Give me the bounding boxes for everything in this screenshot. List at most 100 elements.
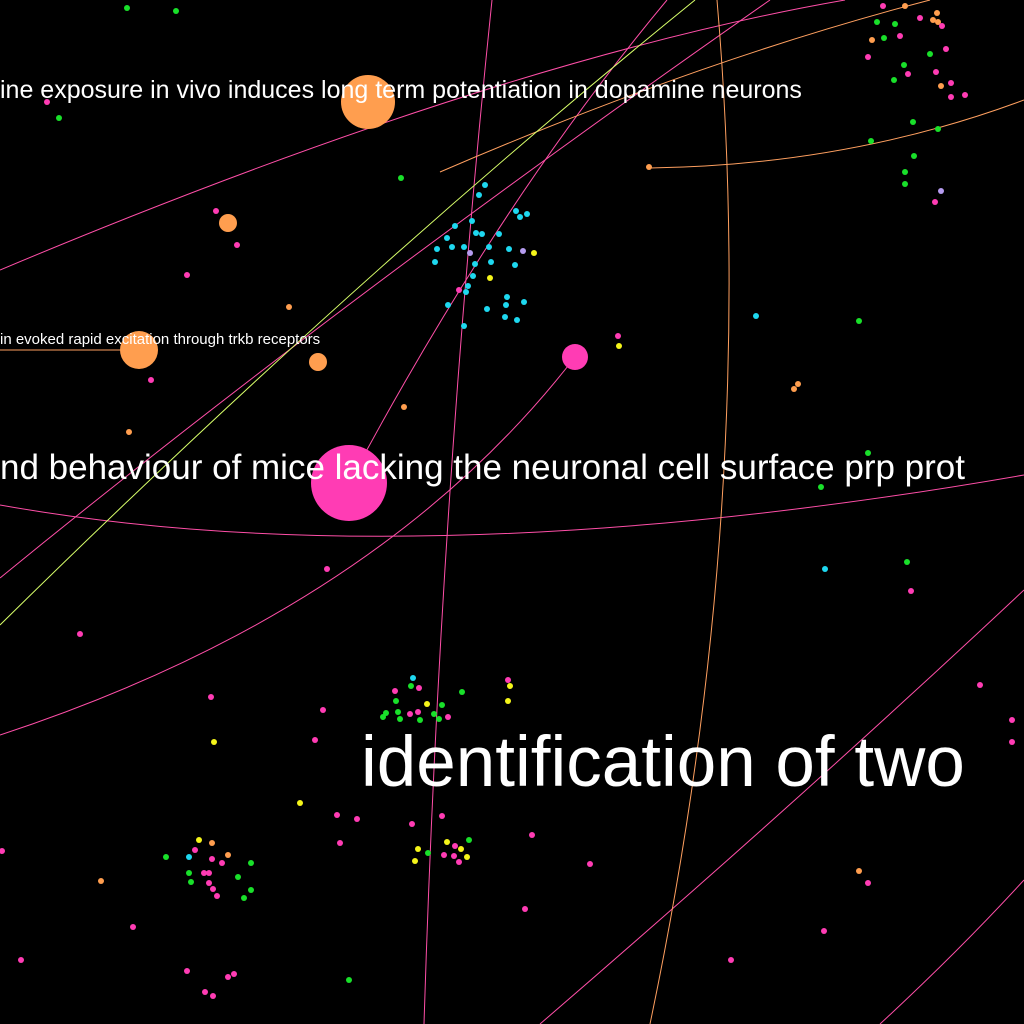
graph-node[interactable] — [44, 99, 50, 105]
graph-node[interactable] — [465, 283, 471, 289]
graph-node[interactable] — [432, 259, 438, 265]
graph-node[interactable] — [395, 709, 401, 715]
graph-node[interactable] — [210, 886, 216, 892]
graph-node[interactable] — [856, 868, 862, 874]
graph-node[interactable] — [444, 235, 450, 241]
graph-node[interactable] — [126, 429, 132, 435]
graph-node[interactable] — [512, 262, 518, 268]
graph-node[interactable] — [487, 275, 493, 281]
graph-node[interactable] — [977, 682, 983, 688]
graph-node[interactable] — [463, 289, 469, 295]
graph-node[interactable] — [908, 588, 914, 594]
graph-node[interactable] — [938, 188, 944, 194]
graph-node[interactable] — [234, 242, 240, 248]
graph-node[interactable] — [18, 957, 24, 963]
graph-node[interactable] — [444, 839, 450, 845]
graph-node[interactable] — [445, 714, 451, 720]
graph-node[interactable] — [902, 169, 908, 175]
node-label[interactable]: identification of two — [361, 723, 965, 802]
graph-node[interactable] — [1009, 717, 1015, 723]
graph-node[interactable] — [881, 35, 887, 41]
graph-node[interactable] — [902, 3, 908, 9]
graph-node[interactable] — [488, 259, 494, 265]
graph-node[interactable] — [206, 880, 212, 886]
graph-node[interactable] — [616, 343, 622, 349]
graph-node[interactable] — [210, 993, 216, 999]
graph-node[interactable] — [822, 566, 828, 572]
graph-node[interactable] — [461, 323, 467, 329]
graph-node[interactable] — [412, 858, 418, 864]
graph-node[interactable] — [219, 860, 225, 866]
graph-node[interactable] — [869, 37, 875, 43]
graph-node[interactable] — [297, 800, 303, 806]
graph-node[interactable] — [409, 821, 415, 827]
graph-node[interactable] — [401, 404, 407, 410]
graph-node[interactable] — [504, 294, 510, 300]
graph-node[interactable] — [753, 313, 759, 319]
graph-node[interactable] — [424, 701, 430, 707]
graph-node[interactable] — [476, 192, 482, 198]
graph-node[interactable] — [911, 153, 917, 159]
graph-node[interactable] — [892, 21, 898, 27]
graph-node[interactable] — [225, 852, 231, 858]
graph-node[interactable] — [312, 737, 318, 743]
graph-node[interactable] — [415, 846, 421, 852]
graph-node[interactable] — [496, 231, 502, 237]
graph-node[interactable] — [397, 716, 403, 722]
graph-node[interactable] — [209, 856, 215, 862]
hub-node[interactable] — [562, 344, 588, 370]
graph-node[interactable] — [451, 853, 457, 859]
graph-node[interactable] — [0, 848, 5, 854]
graph-node[interactable] — [524, 211, 530, 217]
graph-node[interactable] — [464, 854, 470, 860]
graph-node[interactable] — [874, 19, 880, 25]
graph-node[interactable] — [439, 813, 445, 819]
graph-node[interactable] — [935, 19, 941, 25]
graph-node[interactable] — [393, 698, 399, 704]
graph-node[interactable] — [1009, 739, 1015, 745]
graph-node[interactable] — [482, 182, 488, 188]
graph-node[interactable] — [791, 386, 797, 392]
graph-node[interactable] — [472, 261, 478, 267]
graph-node[interactable] — [943, 46, 949, 52]
graph-node[interactable] — [930, 17, 936, 23]
graph-node[interactable] — [206, 870, 212, 876]
graph-node[interactable] — [905, 71, 911, 77]
graph-node[interactable] — [201, 870, 207, 876]
graph-node[interactable] — [148, 377, 154, 383]
graph-node[interactable] — [77, 631, 83, 637]
graph-node[interactable] — [880, 3, 886, 9]
graph-node[interactable] — [410, 675, 416, 681]
graph-node[interactable] — [209, 840, 215, 846]
graph-node[interactable] — [933, 69, 939, 75]
graph-node[interactable] — [163, 854, 169, 860]
graph-node[interactable] — [407, 711, 413, 717]
hub-node[interactable] — [120, 331, 158, 369]
graph-node[interactable] — [904, 559, 910, 565]
graph-node[interactable] — [130, 924, 136, 930]
graph-node[interactable] — [503, 302, 509, 308]
graph-node[interactable] — [948, 94, 954, 100]
hub-node[interactable] — [311, 445, 387, 521]
graph-node[interactable] — [514, 317, 520, 323]
graph-node[interactable] — [408, 683, 414, 689]
node-label[interactable]: ine exposure in vivo induces long term p… — [0, 76, 802, 104]
node-label[interactable]: in evoked rapid excitation through trkb … — [0, 331, 320, 348]
graph-node[interactable] — [868, 138, 874, 144]
graph-node[interactable] — [910, 119, 916, 125]
graph-node[interactable] — [337, 840, 343, 846]
graph-node[interactable] — [529, 832, 535, 838]
node-label[interactable]: nd behaviour of mice lacking the neurona… — [0, 448, 965, 487]
graph-node[interactable] — [456, 859, 462, 865]
graph-node[interactable] — [173, 8, 179, 14]
graph-node[interactable] — [98, 878, 104, 884]
graph-node[interactable] — [458, 846, 464, 852]
graph-node[interactable] — [452, 843, 458, 849]
graph-node[interactable] — [320, 707, 326, 713]
graph-node[interactable] — [466, 837, 472, 843]
graph-node[interactable] — [461, 244, 467, 250]
graph-node[interactable] — [521, 299, 527, 305]
graph-node[interactable] — [211, 739, 217, 745]
graph-node[interactable] — [505, 698, 511, 704]
